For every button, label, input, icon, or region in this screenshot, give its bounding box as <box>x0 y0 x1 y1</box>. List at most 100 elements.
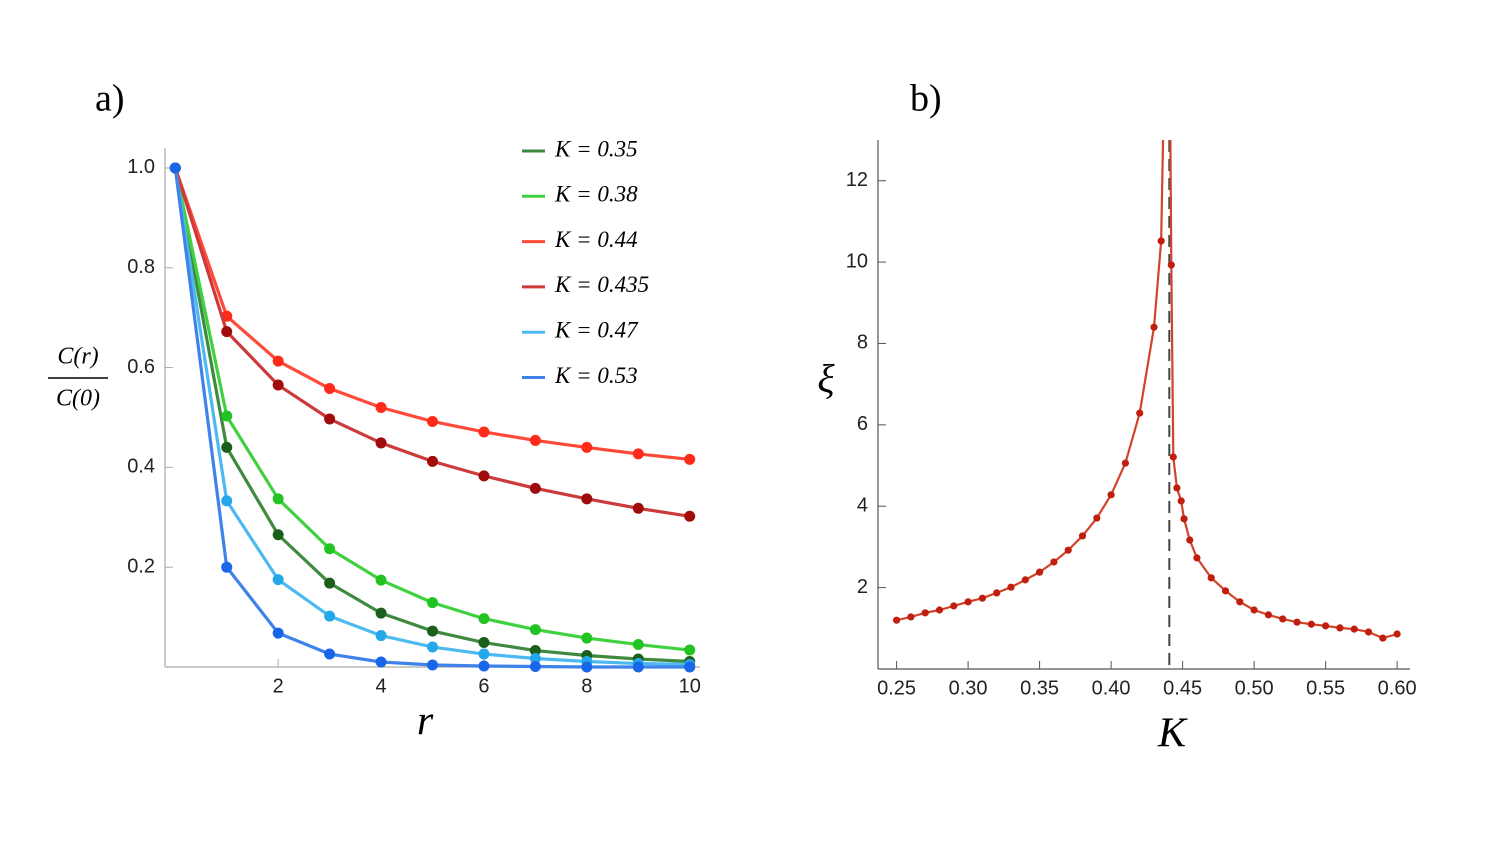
data-point <box>324 610 336 622</box>
x-tick-label: 2 <box>273 675 284 697</box>
data-point <box>221 326 233 338</box>
legend-label: K = 0.53 <box>554 363 638 388</box>
y-tick-label: 12 <box>846 169 868 191</box>
x-tick-label: 0.55 <box>1306 677 1345 699</box>
data-point <box>1307 620 1315 628</box>
data-point <box>427 659 438 671</box>
data-point <box>272 379 284 391</box>
y-axis-label: C(r) <box>57 344 98 370</box>
plot-area <box>169 162 696 673</box>
y-axis-label: ξ <box>817 356 835 401</box>
data-point <box>1107 491 1115 499</box>
data-point <box>272 574 284 586</box>
data-point <box>632 661 644 673</box>
data-point <box>324 383 336 395</box>
data-point <box>964 598 972 606</box>
data-point <box>684 661 696 673</box>
data-point <box>632 502 644 514</box>
panel-label: a) <box>95 78 125 120</box>
data-point <box>892 616 901 624</box>
x-axis-label: r <box>417 699 434 745</box>
data-point <box>529 661 541 673</box>
data-point <box>1136 409 1144 417</box>
data-point <box>169 162 181 174</box>
data-point <box>427 455 438 467</box>
x-tick-label: 0.35 <box>1020 677 1059 699</box>
plot-area <box>892 140 1401 642</box>
y-axis-label: C(0) <box>56 386 100 412</box>
data-point <box>1007 583 1015 591</box>
data-point <box>427 415 438 427</box>
y-tick-label: 4 <box>857 495 868 517</box>
data-point <box>1250 606 1258 614</box>
data-point <box>1078 532 1087 540</box>
legend-label: K = 0.47 <box>554 317 639 342</box>
legend-label: K = 0.38 <box>554 182 638 207</box>
data-point <box>529 482 541 494</box>
data-point <box>632 448 644 460</box>
data-point <box>1264 611 1273 619</box>
data-point <box>1207 574 1215 582</box>
x-axis-label: K <box>1157 711 1188 757</box>
data-point <box>1036 568 1044 576</box>
y-tick-label: 1.0 <box>127 156 155 178</box>
y-tick-label: 0.2 <box>127 555 155 577</box>
data-point <box>1050 558 1058 566</box>
data-point <box>221 441 233 453</box>
data-point <box>272 627 284 639</box>
legend-label: K = 0.44 <box>554 227 638 252</box>
data-point <box>1293 618 1301 626</box>
data-point <box>478 637 490 649</box>
data-point <box>375 574 387 586</box>
data-point <box>272 493 284 505</box>
data-point <box>324 648 336 660</box>
data-point <box>427 625 438 637</box>
data-point <box>427 597 438 609</box>
data-point <box>529 624 541 636</box>
data-point <box>272 355 284 367</box>
data-point <box>1379 634 1387 642</box>
y-tick-label: 0.4 <box>127 456 155 478</box>
y-tick-label: 6 <box>857 413 868 435</box>
legend-label: K = 0.435 <box>554 272 649 297</box>
data-point <box>1157 237 1165 245</box>
data-point <box>375 630 387 642</box>
data-point <box>375 607 387 619</box>
data-point <box>427 641 438 653</box>
data-point <box>907 613 915 621</box>
data-point <box>1236 598 1244 606</box>
data-point <box>221 410 233 422</box>
data-point <box>529 645 541 657</box>
data-point <box>375 437 387 449</box>
data-point <box>1177 497 1185 505</box>
x-tick-label: 0.40 <box>1092 677 1131 699</box>
data-point <box>993 589 1001 597</box>
data-point <box>375 656 387 668</box>
data-point <box>324 543 336 555</box>
data-point <box>581 661 593 673</box>
data-point <box>1021 576 1029 584</box>
x-tick-label: 0.60 <box>1378 677 1417 699</box>
y-tick-label: 8 <box>857 332 868 354</box>
data-point <box>221 561 233 573</box>
data-point <box>1186 536 1194 544</box>
panel-label: b) <box>910 78 942 120</box>
x-tick-label: 10 <box>679 675 701 697</box>
data-point <box>478 648 490 660</box>
data-point <box>1322 622 1330 630</box>
data-point <box>221 495 233 507</box>
data-point <box>529 434 541 446</box>
series-line <box>173 167 690 461</box>
data-point <box>1150 323 1158 331</box>
y-tick-label: 0.6 <box>127 356 155 378</box>
y-tick-label: 0.8 <box>127 256 155 278</box>
data-point <box>1173 484 1181 492</box>
x-tick-label: 0.50 <box>1235 677 1274 699</box>
x-tick-label: 0.25 <box>877 677 916 699</box>
data-point <box>1121 459 1130 467</box>
data-point <box>478 660 490 672</box>
data-point <box>581 493 593 505</box>
data-point <box>684 644 696 656</box>
data-point <box>1350 625 1358 633</box>
data-point <box>978 594 986 602</box>
